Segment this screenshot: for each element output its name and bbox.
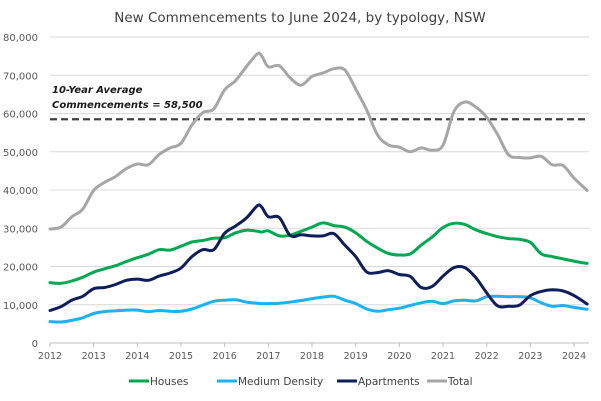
series-line-apartments [48, 203, 589, 312]
y-tick-label: 30,000 [3, 224, 38, 235]
legend-item-total: Total [427, 376, 473, 388]
legend-label: Houses [150, 376, 188, 388]
series-line-medium-density [48, 294, 589, 324]
legend-item-apartments: Apartments [337, 376, 420, 388]
chart-title: New Commencements to June 2024, by typol… [114, 10, 486, 26]
x-tick-label: 2013 [82, 351, 106, 362]
y-tick-label: 60,000 [3, 110, 38, 121]
y-axis-ticks: 0 10,000 20,000 30,000 40,000 50,000 60,000 70,… [3, 33, 38, 350]
average-annotation-line1: 10-Year Average [52, 85, 143, 96]
y-tick-label: 50,000 [3, 148, 38, 159]
y-tick-label: 80,000 [3, 33, 38, 44]
series-line-houses [48, 221, 589, 285]
legend-label: Apartments [358, 376, 420, 388]
y-tick-label: 70,000 [3, 71, 38, 82]
legend-item-medium-density: Medium Density [217, 376, 323, 388]
y-tick-label: 0 [32, 339, 38, 350]
x-tick-label: 2019 [344, 351, 368, 362]
series-lines [48, 51, 589, 324]
series-line-total [48, 51, 589, 231]
average-annotation-line2: Commencements = 58,500 [52, 100, 203, 111]
legend-label: Total [447, 376, 473, 388]
x-tick-label: 2020 [387, 351, 411, 362]
x-axis: 2012 2013 2014 2015 2016 2017 2018 2019 2020 2021… [38, 342, 589, 362]
gridlines [50, 36, 589, 306]
y-tick-label: 40,000 [3, 186, 38, 197]
y-tick-label: 20,000 [3, 263, 38, 274]
x-tick-label: 2022 [475, 351, 499, 362]
legend-label: Medium Density [238, 376, 323, 388]
x-tick-label: 2015 [169, 351, 193, 362]
legend-item-houses: Houses [129, 376, 188, 388]
x-tick-label: 2021 [431, 351, 455, 362]
x-tick-label: 2016 [213, 351, 237, 362]
x-tick-label: 2024 [562, 351, 586, 362]
x-tick-label: 2014 [125, 351, 149, 362]
legend: Houses Medium Density Apartments Total [129, 376, 473, 388]
x-tick-label: 2023 [518, 351, 542, 362]
x-tick-label: 2017 [256, 351, 280, 362]
y-tick-label: 10,000 [3, 301, 38, 312]
x-tick-label: 2018 [300, 351, 324, 362]
x-tick-label: 2012 [38, 351, 62, 362]
